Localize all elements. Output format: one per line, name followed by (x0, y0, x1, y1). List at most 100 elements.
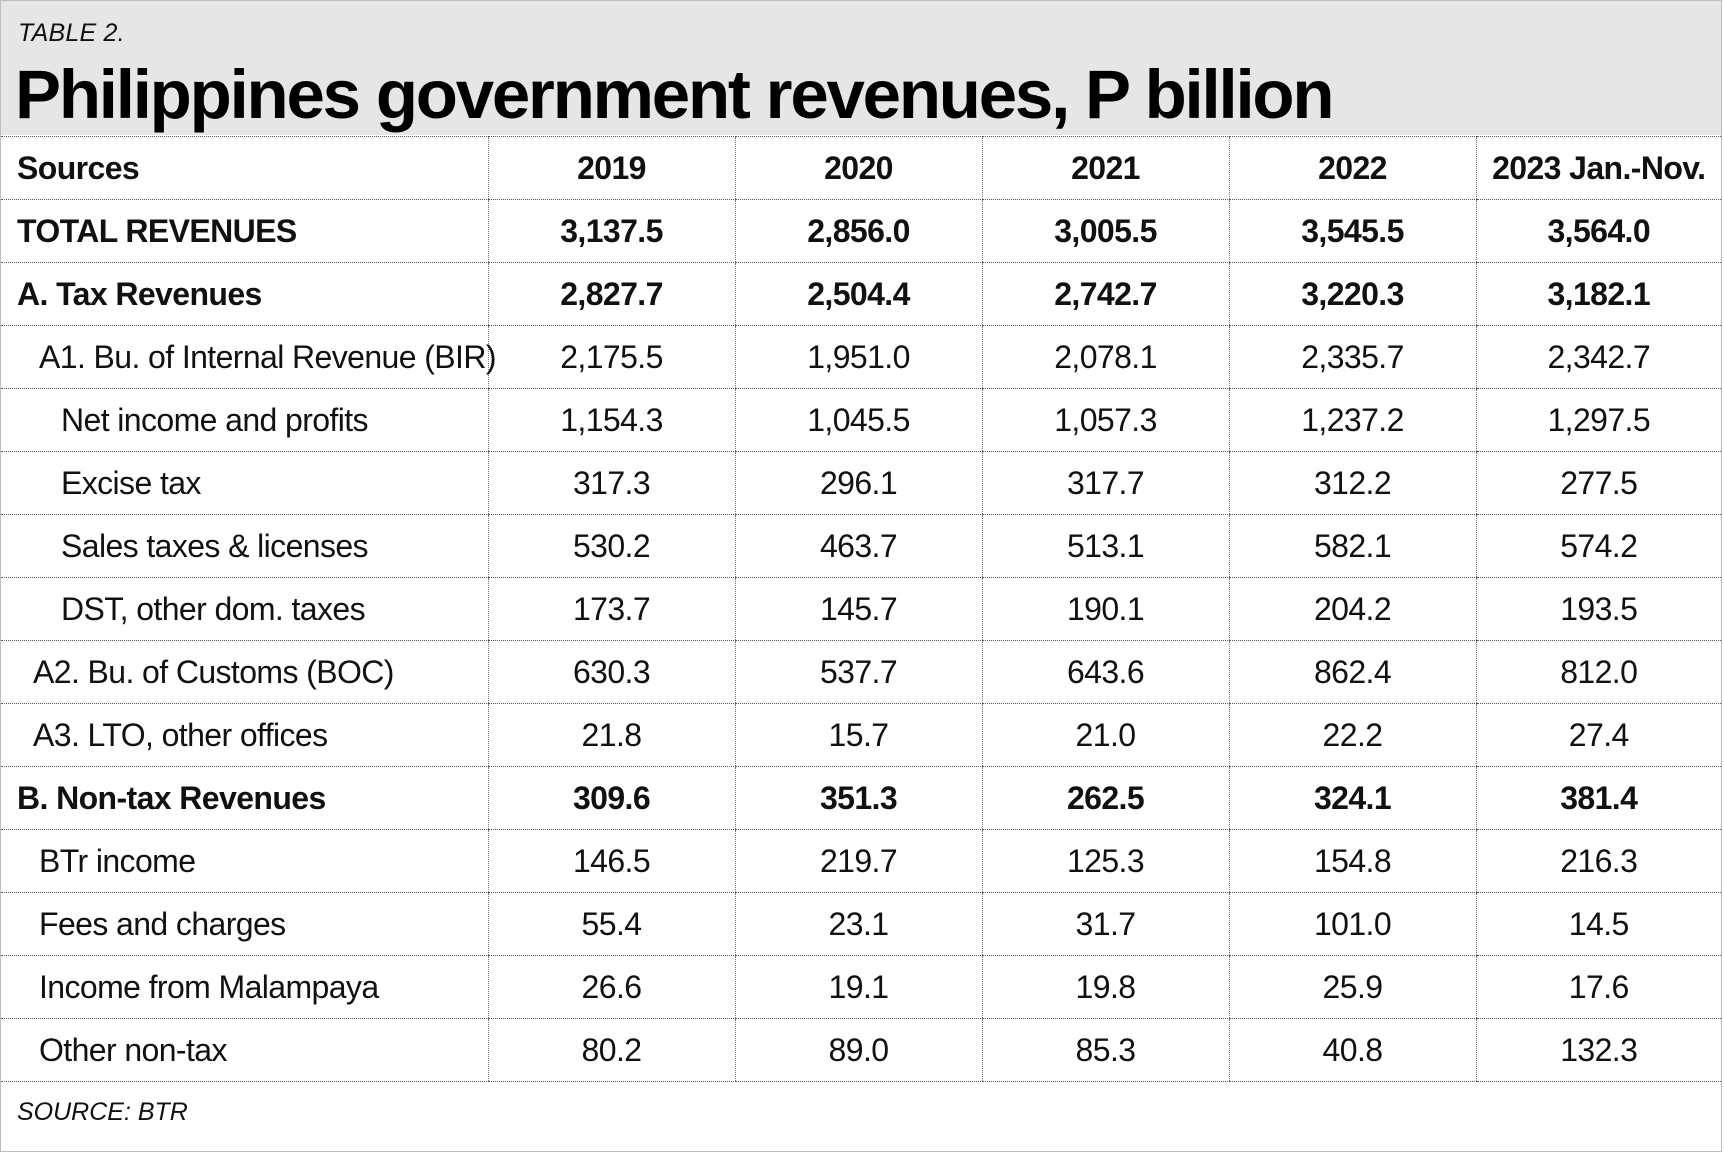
cell-value: 2,175.5 (487, 325, 735, 389)
cell-value: 89.0 (734, 1018, 982, 1082)
cell-value: 40.8 (1228, 1018, 1476, 1082)
cell-value: 582.1 (1228, 514, 1476, 578)
cell-value: 463.7 (734, 514, 982, 578)
cell-value: 537.7 (734, 640, 982, 704)
cell-value: 1,045.5 (734, 388, 982, 452)
revenue-table: Sources 2019 2020 2021 2022 2023 Jan.-No… (1, 136, 1721, 1082)
cell-value: 1,951.0 (734, 325, 982, 389)
cell-value: 1,237.2 (1228, 388, 1476, 452)
cell-value: 23.1 (734, 892, 982, 956)
table-row-fees-charges: Fees and charges 55.4 23.1 31.7 101.0 14… (1, 892, 1721, 956)
cell-value: 862.4 (1228, 640, 1476, 704)
cell-value: 15.7 (734, 703, 982, 767)
cell-value: 530.2 (487, 514, 735, 578)
cell-value: 26.6 (487, 955, 735, 1019)
row-label: A3. LTO, other offices (1, 703, 488, 767)
cell-value: 317.7 (981, 451, 1229, 515)
column-header-sources: Sources (1, 136, 488, 200)
table-row-sales-taxes: Sales taxes & licenses 530.2 463.7 513.1… (1, 514, 1721, 578)
cell-value: 574.2 (1475, 514, 1721, 578)
cell-value: 262.5 (981, 766, 1229, 830)
cell-value: 21.8 (487, 703, 735, 767)
row-label: DST, other dom. taxes (1, 577, 488, 641)
cell-value: 2,504.4 (734, 262, 982, 326)
cell-value: 125.3 (981, 829, 1229, 893)
header-row: Sources 2019 2020 2021 2022 2023 Jan.-No… (1, 136, 1721, 200)
cell-value: 216.3 (1475, 829, 1721, 893)
cell-value: 193.5 (1475, 577, 1721, 641)
column-header-2021: 2021 (981, 136, 1229, 200)
cell-value: 2,827.7 (487, 262, 735, 326)
table-row-boc: A2. Bu. of Customs (BOC) 630.3 537.7 643… (1, 640, 1721, 704)
cell-value: 513.1 (981, 514, 1229, 578)
cell-value: 55.4 (487, 892, 735, 956)
cell-value: 277.5 (1475, 451, 1721, 515)
cell-value: 173.7 (487, 577, 735, 641)
row-label: B. Non-tax Revenues (1, 766, 488, 830)
column-header-2020: 2020 (734, 136, 982, 200)
cell-value: 154.8 (1228, 829, 1476, 893)
cell-value: 146.5 (487, 829, 735, 893)
cell-value: 17.6 (1475, 955, 1721, 1019)
table-header: TABLE 2. Philippines government revenues… (1, 1, 1721, 135)
cell-value: 204.2 (1228, 577, 1476, 641)
row-label: Net income and profits (1, 388, 488, 452)
cell-value: 324.1 (1228, 766, 1476, 830)
cell-value: 630.3 (487, 640, 735, 704)
cell-value: 132.3 (1475, 1018, 1721, 1082)
cell-value: 1,154.3 (487, 388, 735, 452)
row-label: A. Tax Revenues (1, 262, 488, 326)
cell-value: 296.1 (734, 451, 982, 515)
column-header-2019: 2019 (487, 136, 735, 200)
cell-value: 145.7 (734, 577, 982, 641)
cell-value: 351.3 (734, 766, 982, 830)
table-title: Philippines government revenues, P billi… (15, 56, 1335, 133)
cell-value: 317.3 (487, 451, 735, 515)
table-row-total-revenues: TOTAL REVENUES 3,137.5 2,856.0 3,005.5 3… (1, 199, 1721, 263)
row-label: A2. Bu. of Customs (BOC) (1, 640, 488, 704)
table-row-dst: DST, other dom. taxes 173.7 145.7 190.1 … (1, 577, 1721, 641)
table-label: TABLE 2. (18, 19, 125, 47)
table-row-tax-revenues: A. Tax Revenues 2,827.7 2,504.4 2,742.7 … (1, 262, 1721, 326)
row-label: A1. Bu. of Internal Revenue (BIR) (1, 325, 496, 389)
cell-value: 80.2 (487, 1018, 735, 1082)
cell-value: 219.7 (734, 829, 982, 893)
cell-value: 309.6 (487, 766, 735, 830)
table-row-malampaya: Income from Malampaya 26.6 19.1 19.8 25.… (1, 955, 1721, 1019)
row-label: TOTAL REVENUES (1, 199, 488, 263)
cell-value: 3,182.1 (1475, 262, 1721, 326)
row-label: Income from Malampaya (1, 955, 488, 1019)
cell-value: 27.4 (1475, 703, 1721, 767)
cell-value: 3,564.0 (1475, 199, 1721, 263)
cell-value: 312.2 (1228, 451, 1476, 515)
cell-value: 643.6 (981, 640, 1229, 704)
row-label: Excise tax (1, 451, 488, 515)
cell-value: 1,057.3 (981, 388, 1229, 452)
row-label: Other non-tax (1, 1018, 488, 1082)
cell-value: 812.0 (1475, 640, 1721, 704)
table-row-lto: A3. LTO, other offices 21.8 15.7 21.0 22… (1, 703, 1721, 767)
cell-value: 2,078.1 (981, 325, 1229, 389)
cell-value: 190.1 (981, 577, 1229, 641)
table-row-net-income: Net income and profits 1,154.3 1,045.5 1… (1, 388, 1721, 452)
table-row-btr-income: BTr income 146.5 219.7 125.3 154.8 216.3 (1, 829, 1721, 893)
cell-value: 3,545.5 (1228, 199, 1476, 263)
cell-value: 14.5 (1475, 892, 1721, 956)
cell-value: 2,335.7 (1228, 325, 1476, 389)
cell-value: 25.9 (1228, 955, 1476, 1019)
cell-value: 3,005.5 (981, 199, 1229, 263)
table-row-other-non-tax: Other non-tax 80.2 89.0 85.3 40.8 132.3 (1, 1018, 1721, 1082)
cell-value: 31.7 (981, 892, 1229, 956)
table-row-bir: A1. Bu. of Internal Revenue (BIR) 2,175.… (1, 325, 1721, 389)
column-header-2022: 2022 (1228, 136, 1476, 200)
cell-value: 19.1 (734, 955, 982, 1019)
cell-value: 19.8 (981, 955, 1229, 1019)
cell-value: 2,856.0 (734, 199, 982, 263)
cell-value: 3,220.3 (1228, 262, 1476, 326)
row-label: BTr income (1, 829, 488, 893)
cell-value: 85.3 (981, 1018, 1229, 1082)
table-row-non-tax-revenues: B. Non-tax Revenues 309.6 351.3 262.5 32… (1, 766, 1721, 830)
cell-value: 101.0 (1228, 892, 1476, 956)
source-note: SOURCE: BTR (17, 1098, 188, 1126)
column-header-2023: 2023 Jan.-Nov. (1475, 136, 1721, 200)
